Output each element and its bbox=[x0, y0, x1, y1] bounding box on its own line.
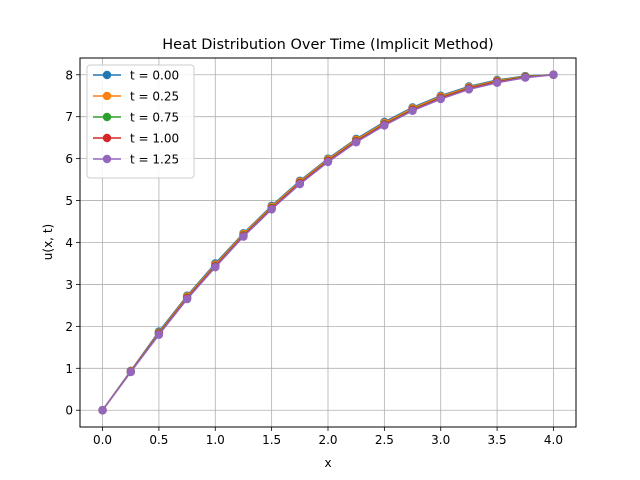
data-point bbox=[492, 78, 502, 87]
data-point bbox=[323, 157, 333, 167]
grid bbox=[80, 58, 576, 427]
data-point bbox=[521, 73, 530, 82]
legend-label: t = 0.75 bbox=[130, 111, 179, 125]
legend-label: t = 0.25 bbox=[130, 90, 179, 104]
x-axis-label: x bbox=[324, 456, 331, 470]
data-point bbox=[351, 138, 361, 147]
data-point bbox=[408, 106, 417, 116]
x-tick-label: 4.0 bbox=[544, 433, 563, 447]
ticks: 0.0 0.5 1.0 1.5 2.0 2.5 3.0 3.5 4.0 0 1 2 3 4 5 6 7 8 bbox=[65, 68, 563, 447]
legend-label: t = 1.00 bbox=[130, 132, 179, 146]
y-tick-label: 1 bbox=[65, 362, 73, 376]
data-point bbox=[436, 94, 445, 104]
data-point bbox=[267, 205, 276, 214]
x-tick-label: 1.0 bbox=[206, 433, 225, 447]
y-tick-label: 0 bbox=[65, 404, 73, 418]
series-layer bbox=[98, 70, 558, 415]
chart-title: Heat Distribution Over Time (Implicit Me… bbox=[162, 37, 493, 53]
y-tick-label: 4 bbox=[65, 236, 73, 250]
x-tick-label: 1.5 bbox=[262, 433, 281, 447]
x-tick-label: 2.5 bbox=[375, 433, 394, 447]
legend-item: t = 1.25 bbox=[93, 153, 179, 167]
series-4 bbox=[98, 70, 558, 415]
x-tick-label: 3.0 bbox=[431, 433, 450, 447]
data-point bbox=[98, 406, 107, 415]
x-tick-label: 2.0 bbox=[318, 433, 337, 447]
y-tick-label: 5 bbox=[65, 194, 73, 208]
legend-item: t = 0.75 bbox=[93, 111, 179, 125]
x-tick-label: 0.0 bbox=[93, 433, 112, 447]
legend-item: t = 0.00 bbox=[93, 69, 179, 83]
legend-item: t = 0.25 bbox=[93, 90, 179, 104]
data-point bbox=[239, 232, 248, 241]
legend: t = 0.00 t = 0.25 t = 0.75 t = 1.00 t = 1.25 bbox=[86, 64, 195, 179]
data-point bbox=[182, 294, 192, 304]
data-point bbox=[154, 330, 164, 339]
data-point bbox=[211, 263, 220, 272]
legend-item: t = 1.00 bbox=[93, 132, 179, 146]
legend-marker bbox=[102, 91, 112, 101]
x-tick-label: 0.5 bbox=[149, 433, 168, 447]
y-tick-label: 3 bbox=[65, 278, 73, 292]
y-tick-label: 6 bbox=[65, 152, 73, 166]
legend-marker bbox=[102, 70, 112, 80]
legend-label: t = 0.00 bbox=[130, 69, 179, 83]
legend-box bbox=[86, 64, 195, 179]
y-tick-label: 8 bbox=[65, 68, 73, 82]
data-point bbox=[464, 85, 474, 94]
legend-marker bbox=[102, 133, 112, 143]
legend-marker bbox=[102, 112, 112, 122]
legend-marker bbox=[102, 154, 112, 164]
data-point bbox=[126, 367, 135, 377]
data-point bbox=[380, 121, 389, 130]
legend-label: t = 1.25 bbox=[130, 153, 179, 167]
y-axis-label: u(x, t) bbox=[41, 224, 55, 260]
data-point bbox=[295, 180, 305, 189]
data-point bbox=[549, 70, 558, 79]
y-tick-label: 2 bbox=[65, 320, 73, 334]
x-tick-label: 3.5 bbox=[488, 433, 507, 447]
y-tick-label: 7 bbox=[65, 110, 73, 124]
